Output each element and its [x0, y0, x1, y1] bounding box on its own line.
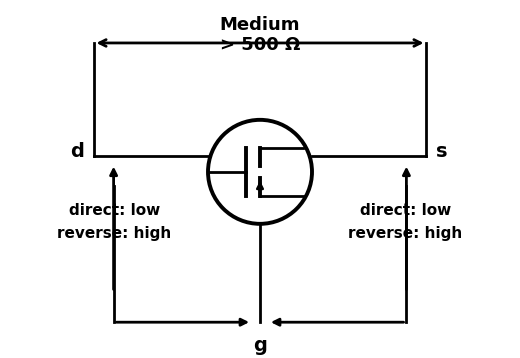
- Text: direct: low
reverse: high: direct: low reverse: high: [57, 203, 172, 241]
- Text: > 500 Ω: > 500 Ω: [220, 36, 300, 54]
- Text: d: d: [70, 142, 84, 161]
- Text: s: s: [436, 142, 448, 161]
- Text: direct: low
reverse: high: direct: low reverse: high: [348, 203, 463, 241]
- Text: Medium: Medium: [220, 16, 300, 34]
- Text: g: g: [253, 336, 267, 355]
